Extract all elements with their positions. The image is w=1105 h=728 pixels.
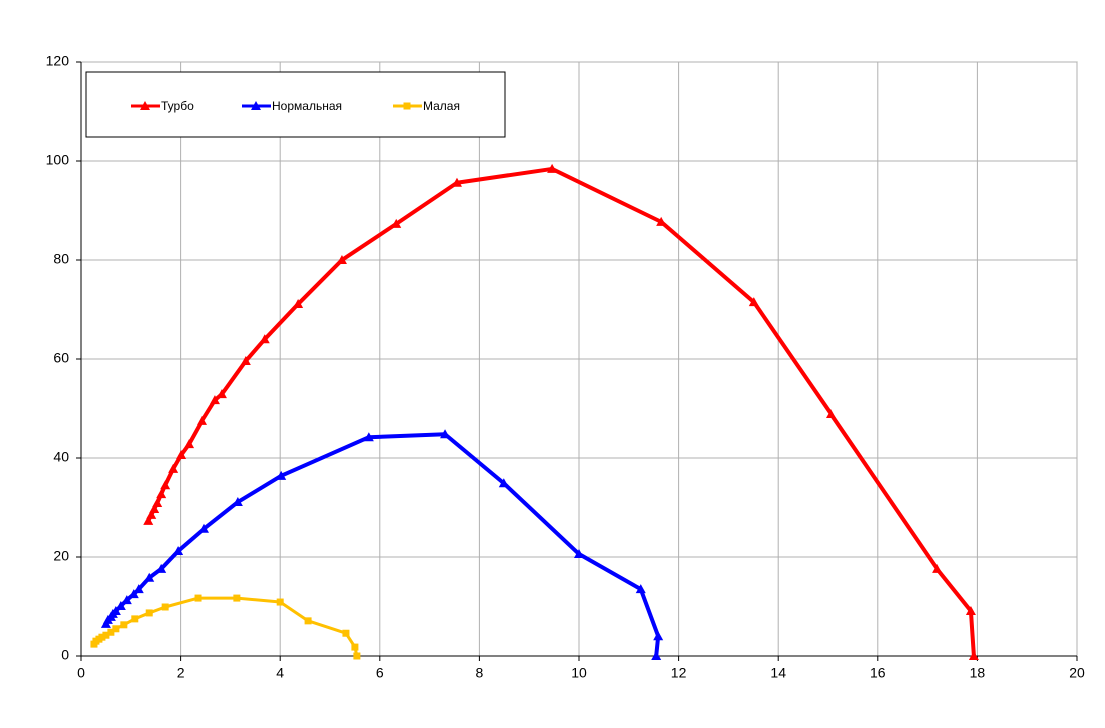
y-tick-label: 40 bbox=[53, 449, 69, 465]
marker bbox=[209, 395, 220, 405]
marker bbox=[825, 408, 836, 418]
marker bbox=[391, 218, 402, 228]
x-tick-label: 2 bbox=[177, 665, 185, 681]
legend-label: Нормальная bbox=[272, 99, 342, 113]
y-tick-label: 60 bbox=[53, 350, 69, 366]
marker bbox=[107, 628, 115, 636]
marker bbox=[152, 498, 163, 508]
marker bbox=[194, 594, 202, 602]
x-tick-label: 4 bbox=[276, 665, 284, 681]
y-tick-label: 120 bbox=[46, 53, 70, 69]
x-tick-label: 20 bbox=[1069, 665, 1085, 681]
marker bbox=[121, 595, 132, 605]
marker bbox=[336, 255, 347, 264]
marker bbox=[932, 563, 943, 573]
marker bbox=[110, 605, 121, 615]
marker bbox=[133, 584, 144, 594]
marker bbox=[440, 429, 451, 439]
marker bbox=[635, 584, 646, 594]
marker bbox=[251, 101, 261, 110]
marker bbox=[120, 621, 128, 629]
x-tick-label: 12 bbox=[671, 665, 687, 681]
marker bbox=[276, 470, 287, 480]
marker bbox=[199, 523, 210, 533]
marker bbox=[293, 299, 304, 309]
x-tick-label: 8 bbox=[476, 665, 484, 681]
marker bbox=[363, 432, 374, 442]
marker bbox=[156, 489, 167, 499]
legend-label: Турбо bbox=[161, 99, 194, 113]
marker bbox=[112, 625, 120, 633]
marker bbox=[232, 497, 243, 507]
marker bbox=[144, 572, 155, 582]
marker bbox=[146, 509, 157, 519]
marker bbox=[259, 334, 270, 344]
marker bbox=[276, 598, 284, 606]
marker bbox=[965, 605, 976, 615]
marker bbox=[176, 450, 187, 460]
marker bbox=[403, 102, 411, 110]
marker bbox=[168, 463, 179, 473]
marker bbox=[140, 101, 150, 110]
marker bbox=[498, 478, 509, 488]
x-tick-label: 16 bbox=[870, 665, 886, 681]
marker bbox=[145, 609, 153, 617]
marker bbox=[161, 603, 169, 611]
marker bbox=[197, 415, 208, 425]
marker bbox=[149, 503, 160, 513]
marker bbox=[184, 439, 195, 449]
marker bbox=[656, 216, 667, 226]
marker bbox=[131, 615, 139, 623]
marker bbox=[547, 163, 558, 173]
marker bbox=[351, 643, 359, 651]
marker bbox=[128, 589, 139, 599]
marker bbox=[160, 480, 171, 490]
x-tick-label: 0 bbox=[77, 665, 85, 681]
marker bbox=[156, 563, 167, 573]
marker bbox=[233, 594, 241, 602]
y-tick-label: 0 bbox=[61, 647, 69, 663]
y-tick-label: 100 bbox=[46, 152, 70, 168]
marker bbox=[651, 651, 662, 660]
marker bbox=[98, 633, 106, 641]
marker bbox=[353, 652, 361, 660]
marker bbox=[115, 601, 126, 611]
marker bbox=[304, 617, 312, 625]
x-tick-label: 14 bbox=[770, 665, 786, 681]
marker bbox=[574, 549, 584, 559]
marker bbox=[216, 389, 227, 399]
marker bbox=[102, 631, 110, 639]
marker bbox=[748, 297, 759, 307]
marker bbox=[968, 651, 979, 660]
y-tick-label: 80 bbox=[53, 251, 69, 267]
x-tick-label: 10 bbox=[571, 665, 587, 681]
marker bbox=[173, 546, 184, 556]
marker bbox=[240, 355, 251, 365]
legend-label: Малая bbox=[423, 99, 460, 113]
marker bbox=[143, 515, 154, 525]
marker bbox=[653, 631, 664, 641]
y-tick-label: 20 bbox=[53, 548, 69, 564]
marker bbox=[342, 629, 350, 637]
legend: Турбо Нормальная Малая bbox=[85, 71, 506, 138]
marker bbox=[451, 177, 462, 187]
x-tick-label: 18 bbox=[970, 665, 986, 681]
x-tick-label: 6 bbox=[376, 665, 384, 681]
